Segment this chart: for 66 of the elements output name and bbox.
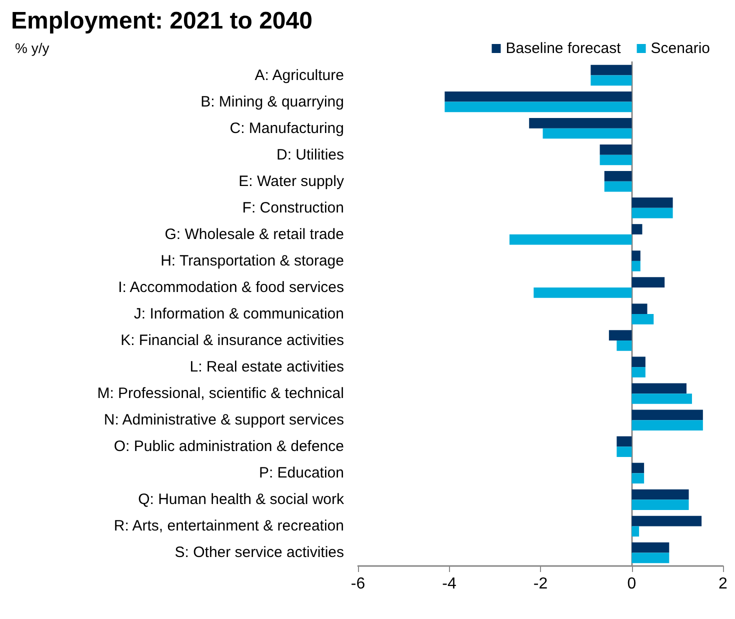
bar <box>632 394 692 404</box>
y-tick-label: M: Professional, scientific & technical <box>97 385 344 402</box>
x-tick-label: 0 <box>627 576 636 592</box>
y-tick-label: G: Wholesale & retail trade <box>164 226 344 243</box>
y-tick-label: P: Education <box>258 464 344 482</box>
bar <box>590 75 632 86</box>
bar <box>632 489 689 500</box>
bar <box>542 128 632 139</box>
bar <box>632 473 644 484</box>
bar <box>632 198 673 208</box>
bar <box>529 118 632 128</box>
bar <box>632 383 686 394</box>
y-tick-label: A: Agriculture <box>254 66 344 84</box>
y-tick-label: O: Public administration & defence <box>114 438 344 456</box>
bar <box>534 287 632 298</box>
bar <box>632 304 648 314</box>
x-tick-label: -4 <box>442 576 456 592</box>
bar <box>632 208 673 218</box>
x-tick-label: 2 <box>718 576 728 592</box>
bar <box>604 181 632 192</box>
bar <box>444 102 632 112</box>
bar <box>444 91 632 102</box>
bar <box>632 552 670 564</box>
bar <box>632 500 689 510</box>
bar <box>604 171 632 182</box>
bar <box>632 224 642 234</box>
bar <box>632 250 640 261</box>
bar <box>632 367 646 378</box>
bar <box>616 436 632 447</box>
text: Employment: 2021 to 2040 <box>11 8 312 34</box>
bar <box>608 330 632 341</box>
y-tick-label: F: Construction <box>242 199 344 216</box>
y-tick-label: N: Administrative & support services <box>104 412 344 429</box>
bar <box>632 516 702 526</box>
bar <box>632 260 640 272</box>
text: % y/y <box>15 40 50 56</box>
bar <box>632 356 646 368</box>
y-tick-label: H: Transportation & storage <box>160 252 344 270</box>
legend-label: Scenario <box>650 40 710 57</box>
bar <box>632 420 703 430</box>
y-tick-label: Q: Human health & social work <box>138 491 344 508</box>
x-tick-label: -2 <box>533 576 548 592</box>
bar <box>616 340 632 351</box>
y-tick-label: J: Information & communication <box>134 306 344 322</box>
bar <box>632 277 665 288</box>
legend-label: Baseline forecast <box>506 40 622 57</box>
y-tick-label: I: Accommodation & food services <box>118 278 344 296</box>
y-tick-label: B: Mining & quarrying <box>200 93 344 110</box>
bar <box>632 542 670 553</box>
bar <box>632 314 654 324</box>
y-tick-label: C: Manufacturing <box>230 120 344 137</box>
x-tick-label: -6 <box>350 576 366 592</box>
bar <box>590 64 632 76</box>
y-tick-label: R: Arts, entertainment & recreation <box>114 518 344 535</box>
bar <box>632 462 644 474</box>
bar <box>600 154 632 166</box>
y-tick-label: S: Other service activities <box>174 544 344 562</box>
y-tick-label: E: Water supply <box>238 172 344 190</box>
bar <box>632 526 640 537</box>
y-tick-label: D: Utilities <box>276 146 344 164</box>
bar <box>600 144 632 155</box>
bar <box>632 410 703 420</box>
y-tick-label: L: Real estate activities <box>190 358 344 376</box>
bar <box>616 446 632 457</box>
y-tick-label: K: Financial & insurance activities <box>120 332 344 350</box>
bar <box>509 234 632 245</box>
